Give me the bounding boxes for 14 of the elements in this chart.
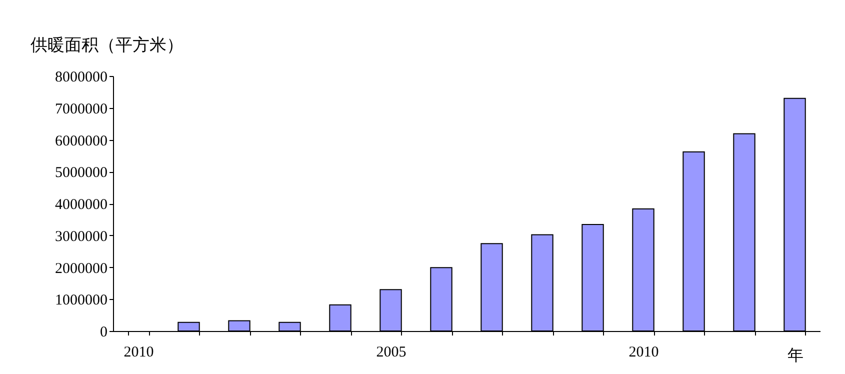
y-tick-label: 4000000 [55, 197, 108, 213]
x-tick-label: 2005 [376, 344, 406, 360]
y-tick-label: 2000000 [55, 260, 108, 277]
x-tick-label: 2010 [628, 344, 659, 360]
x-tick-label: 2010 [124, 344, 154, 360]
x-axis-title: 年 [788, 346, 804, 364]
y-tick-label: 0 [100, 324, 108, 340]
y-tick-label: 7000000 [55, 101, 108, 118]
y-tick-label: 6000000 [55, 133, 108, 150]
y-tick-label: 1000000 [55, 292, 108, 309]
y-tick-label: 5000000 [55, 165, 108, 182]
y-tick-label: 3000000 [55, 228, 108, 245]
y-tick-label: 8000000 [55, 70, 108, 86]
y-axis-title: 供暖面积（平方米） [30, 36, 184, 56]
